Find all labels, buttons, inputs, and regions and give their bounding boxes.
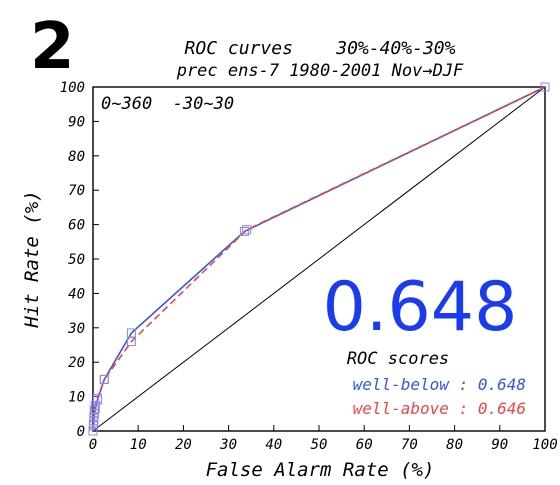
y-tick-label: 100: [60, 80, 85, 96]
chart-title: ROC curves 30%-40%-30%: [185, 38, 456, 59]
axis-ticks: 0 10 20 30 40 50 60 70 80 90 100 0 10 20 30 40 50 60 70 80 9…: [60, 80, 558, 453]
x-axis-label: False Alarm Rate (%): [206, 459, 435, 481]
y-tick-label: 30: [67, 321, 85, 337]
x-tick-label: 100: [532, 437, 557, 453]
x-tick-label: 70: [401, 437, 418, 453]
chart-subtitle: prec ens-7 1980-2001 Nov→DJF: [176, 61, 464, 81]
x-tick-label: 90: [491, 437, 508, 453]
series-layer: [88, 82, 550, 436]
point-marker-well-above: [88, 426, 98, 436]
x-tick-label: 30: [219, 437, 237, 453]
point-marker-well-above: [93, 393, 103, 403]
point-marker-well-above: [90, 400, 100, 410]
x-tick-label: 80: [446, 437, 463, 453]
y-tick-label: 70: [68, 183, 85, 199]
x-tick-label: 10: [130, 437, 147, 453]
y-axis-label: Hit Rate (%): [21, 190, 43, 328]
y-tick-label: 20: [68, 355, 85, 371]
point-marker-well-below: [239, 226, 249, 236]
y-tick-label: 90: [68, 114, 85, 130]
x-tick-label: 60: [356, 437, 373, 453]
point-marker-well-above: [126, 337, 136, 347]
point-marker-well-above: [242, 225, 252, 235]
point-marker-well-above: [540, 82, 550, 92]
x-tick-label: 20: [175, 437, 192, 453]
x-tick-label: 50: [311, 437, 328, 453]
y-tick-label: 80: [68, 149, 85, 165]
region-label: 0~360 -30~30: [101, 94, 234, 114]
no-skill-diagonal: [92, 86, 546, 432]
point-marker-well-above: [89, 412, 99, 422]
point-marker-well-below: [126, 328, 136, 338]
point-marker-well-above: [89, 405, 99, 415]
x-tick-label: 40: [265, 437, 282, 453]
y-tick-label: 10: [68, 390, 85, 406]
series-line-well-above: [92, 86, 546, 432]
point-marker-well-above: [88, 419, 98, 429]
panel-label: 2: [30, 10, 75, 84]
y-tick-label: 60: [68, 218, 85, 234]
scores-label: ROC scores: [347, 349, 449, 369]
big-score: 0.648: [323, 268, 518, 347]
y-tick-label: 40: [68, 286, 85, 302]
x-tick-label: 0: [89, 437, 97, 453]
y-tick-label: 0: [77, 424, 85, 440]
score-well-below: well-below : 0.648: [353, 375, 526, 394]
score-well-above: well-above : 0.646: [353, 399, 526, 418]
y-tick-label: 50: [68, 252, 85, 268]
point-marker-well-above: [99, 374, 109, 384]
